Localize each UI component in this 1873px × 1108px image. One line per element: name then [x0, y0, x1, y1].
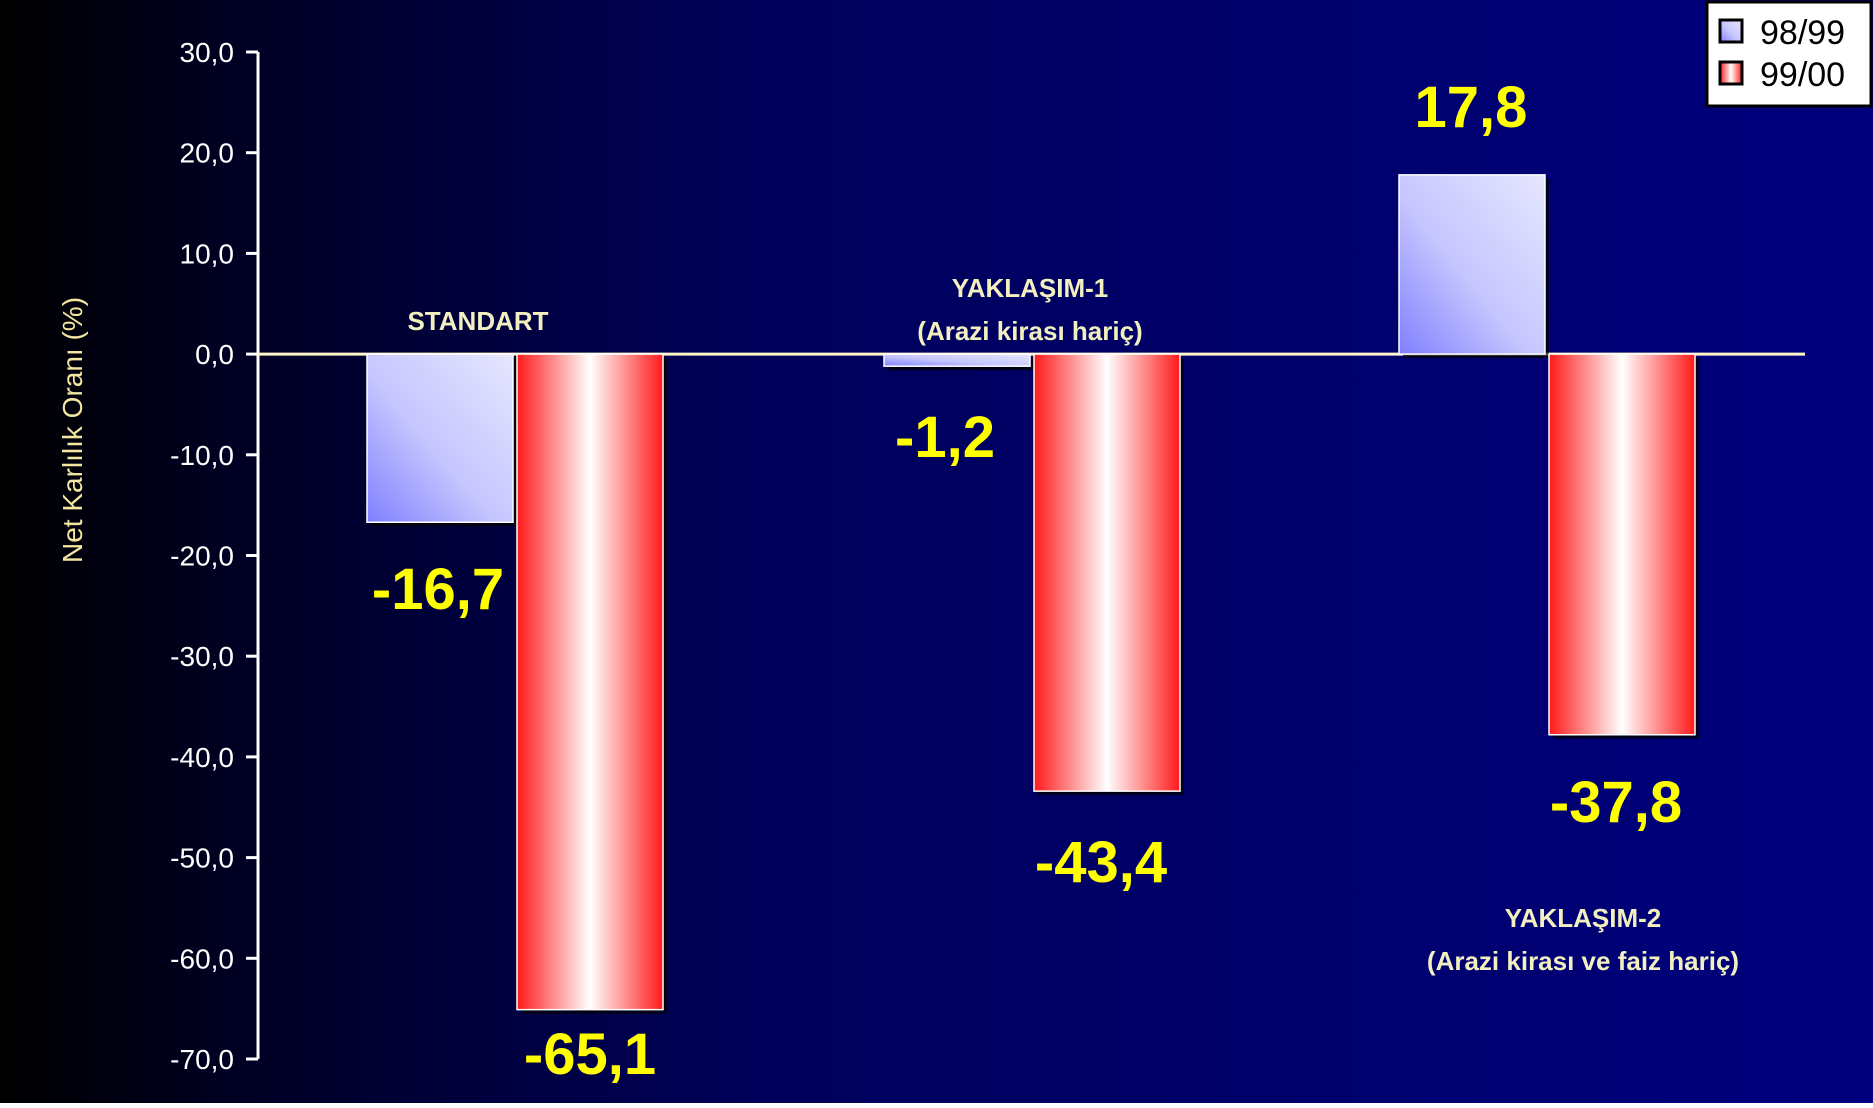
value-label: -43,4 — [1035, 830, 1167, 895]
bar-series1 — [366, 353, 514, 524]
y-tick-label: 10,0 — [180, 238, 235, 269]
category-label: YAKLAŞIM-2 — [1505, 903, 1662, 933]
category-label: YAKLAŞIM-1 — [952, 273, 1109, 303]
y-axis: 30,0 20,0 10,0 0,0 -10,0 -20,0 -30,0 -40,0 -50,0… — [170, 37, 1805, 1075]
y-tick-label: -30,0 — [170, 641, 234, 672]
value-label: -16,7 — [372, 557, 504, 622]
category-labels: STANDART YAKLAŞIM-1 (Arazi kirası hariç) YA… — [407, 273, 1739, 976]
bar-series1 — [883, 353, 1031, 367]
value-label: 17,8 — [1415, 75, 1528, 140]
y-tick-label: 20,0 — [180, 138, 235, 169]
y-tick-label: -10,0 — [170, 440, 234, 471]
legend-swatch — [1718, 18, 1744, 44]
y-tick-label: -20,0 — [170, 541, 234, 572]
y-tick-label: 30,0 — [180, 37, 235, 68]
value-label: -1,2 — [895, 405, 995, 470]
category-label: (Arazi kirası hariç) — [917, 316, 1142, 346]
y-tick-label: -60,0 — [170, 943, 234, 974]
legend-label: 98/99 — [1760, 14, 1845, 52]
legend: 98/99 99/00 — [1705, 0, 1873, 108]
y-axis-title: Net Karlılık Oranı (%) — [57, 297, 88, 563]
bars — [366, 174, 1699, 1014]
bar-series1 — [1398, 174, 1546, 355]
bar-series2 — [1033, 353, 1181, 792]
y-tick-label: -70,0 — [170, 1044, 234, 1075]
y-tick-label: -50,0 — [170, 843, 234, 874]
y-tick-label: -40,0 — [170, 742, 234, 773]
value-label: -37,8 — [1550, 770, 1682, 835]
y-tick-label: 0,0 — [195, 339, 234, 370]
value-label: -65,1 — [524, 1022, 656, 1087]
category-label: STANDART — [407, 306, 548, 336]
bar-series2 — [516, 353, 664, 1011]
bar-series2 — [1548, 353, 1696, 736]
category-label: (Arazi kirası ve faiz hariç) — [1427, 946, 1739, 976]
legend-swatch — [1718, 60, 1744, 86]
legend-label: 99/00 — [1760, 56, 1845, 94]
value-labels: -16,7 -1,2 17,8 -65,1 -43,4 -37,8 — [372, 75, 1682, 1087]
